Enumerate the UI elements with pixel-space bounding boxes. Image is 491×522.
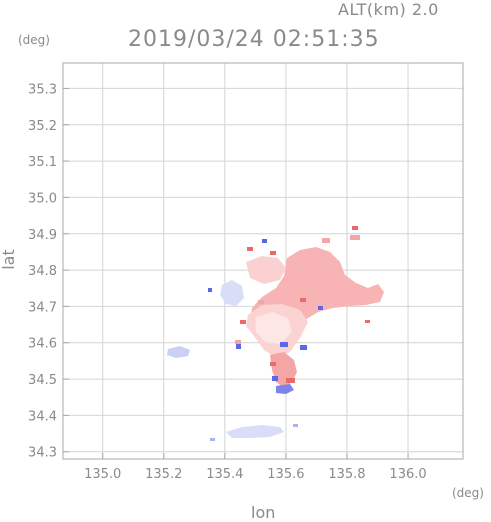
radar-echo-layer <box>167 226 384 441</box>
x-tick-labels: 135.0 135.2 135.4 135.6 135.8 136.0 <box>84 467 427 482</box>
echo-speck <box>262 239 267 243</box>
y-tick-label: 35.2 <box>28 119 57 134</box>
echo-speck <box>300 298 306 302</box>
echo-speck <box>270 362 276 366</box>
echo-speck <box>322 238 330 243</box>
x-unit-label: (deg) <box>452 486 484 500</box>
echo-inner-pale <box>255 312 292 344</box>
x-tick-label: 135.6 <box>267 467 304 482</box>
echo-south-blue-spot <box>276 384 294 394</box>
echo-speck <box>247 247 253 251</box>
x-tick-label: 135.4 <box>206 467 243 482</box>
echo-speck <box>293 424 298 427</box>
x-tick-label: 135.8 <box>328 467 365 482</box>
echo-speck <box>280 342 288 347</box>
x-tick-label: 135.0 <box>84 467 121 482</box>
timestamp-title: 2019/03/24 02:51:35 <box>128 27 380 52</box>
echo-speck <box>270 251 276 255</box>
echo-speck <box>240 320 246 324</box>
echo-speck <box>210 438 215 441</box>
y-tick-label: 35.0 <box>28 191 57 206</box>
echo-far-west-blue <box>167 346 190 358</box>
echo-speck <box>236 344 241 349</box>
echo-south-band <box>226 425 284 438</box>
echo-speck <box>208 288 212 292</box>
y-tick-label: 34.9 <box>28 228 57 243</box>
altitude-label: ALT(km) 2.0 <box>338 0 439 19</box>
y-tick-label: 34.8 <box>28 264 57 279</box>
echo-speck <box>318 306 323 310</box>
y-tick-label: 34.6 <box>28 337 57 352</box>
echo-west-blue <box>220 280 244 306</box>
y-tick-label: 34.7 <box>28 300 57 315</box>
y-tick-label: 34.3 <box>28 446 57 461</box>
x-tick-label: 135.2 <box>145 467 182 482</box>
echo-speck <box>235 340 241 344</box>
echo-speck <box>272 376 278 381</box>
y-tick-label: 34.5 <box>28 373 57 388</box>
echo-speck <box>365 320 370 323</box>
plot-border <box>62 62 464 460</box>
y-unit-label: (deg) <box>18 33 50 47</box>
y-tick-label: 35.1 <box>28 155 57 170</box>
y-tick-label: 34.4 <box>28 409 57 424</box>
y-tick-labels: 35.3 35.2 35.1 35.0 34.9 34.8 34.7 34.6 34.5 34.4… <box>28 82 57 460</box>
x-tick-label: 136.0 <box>389 467 426 482</box>
plot-frame <box>62 62 464 460</box>
echo-north-patch <box>246 256 286 284</box>
echo-speck <box>300 345 307 350</box>
echo-speck <box>286 378 295 383</box>
echo-speck <box>258 300 264 304</box>
echo-speck <box>352 226 358 230</box>
x-axis-label: lon <box>251 503 276 522</box>
echo-speck <box>350 235 360 240</box>
y-tick-label: 35.3 <box>28 82 57 97</box>
